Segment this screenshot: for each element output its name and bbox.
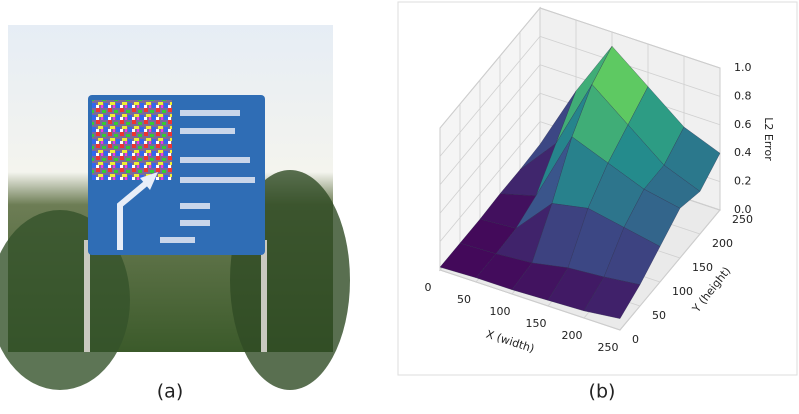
grid-line [439,92,541,214]
panel-label: (a) [157,381,183,403]
z-tick-label: 0.2 [734,175,752,188]
grid-line [539,7,721,69]
z-tick-label: 0.0 [734,203,752,216]
y-tick-label: 250 [732,213,753,226]
y-tick-label: 100 [672,285,693,298]
x-tick-label: 200 [562,329,583,342]
grid-line [439,269,621,331]
x-tick-label: 50 [457,293,471,306]
z-axis-label: L2 Error [762,117,775,161]
grid-line [439,121,541,242]
panel-label: (b) [589,381,616,403]
x-tick-label: 0 [425,281,432,294]
y-tick-label: 150 [692,261,713,274]
x-tick-label: 100 [490,305,511,318]
z-tick-label: 0.6 [734,118,752,131]
y-tick-label: 200 [712,237,733,250]
surface-plot: 0501001502002500501001502002500.00.20.40… [425,6,775,356]
z-tick-label: 0.4 [734,146,752,159]
grid-line [619,209,721,331]
y-tick-label: 0 [632,333,639,346]
grid-line [439,7,541,129]
panel-frame [397,1,798,376]
y-tick-label: 50 [652,309,666,322]
x-axis-label: X (width) [484,328,536,356]
z-tick-label: 0.8 [734,89,752,102]
grid-line [439,36,541,157]
z-tick-label: 1.0 [734,61,752,74]
grid-line [439,64,541,186]
x-tick-label: 150 [526,317,547,330]
photo [0,25,350,390]
surface-cell [583,276,641,319]
x-tick-label: 250 [598,341,619,354]
